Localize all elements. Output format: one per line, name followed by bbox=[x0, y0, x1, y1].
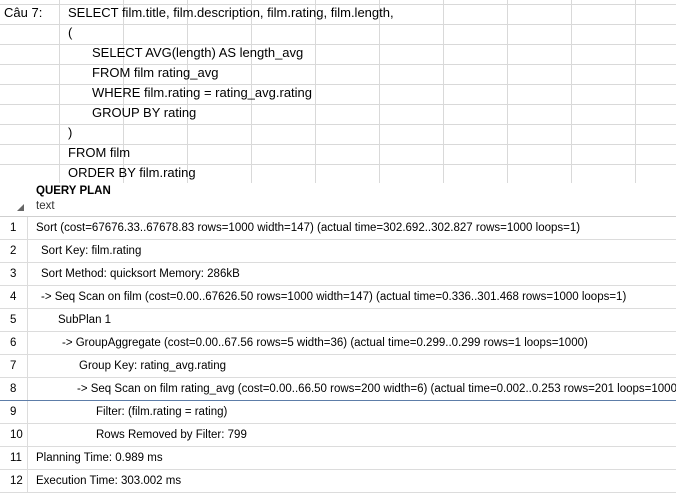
sort-corner-icon[interactable] bbox=[17, 204, 24, 211]
row-text: Sort (cost=67676.33..67678.83 rows=1000 … bbox=[36, 222, 581, 234]
sql-line-4[interactable]: FROM film rating_avg bbox=[92, 65, 219, 80]
table-row[interactable]: 4 -> Seq Scan on film (cost=0.00..67626.… bbox=[0, 286, 676, 309]
row-number: 1 bbox=[0, 217, 28, 239]
row-text: Group Key: rating_avg.rating bbox=[79, 360, 227, 372]
table-row[interactable]: 6 -> GroupAggregate (cost=0.00..67.56 ro… bbox=[0, 332, 676, 355]
row-number: 9 bbox=[0, 401, 28, 423]
sql-line-3[interactable]: SELECT AVG(length) AS length_avg bbox=[92, 45, 304, 60]
column-type: text bbox=[36, 200, 55, 212]
plan-rows: 1 Sort (cost=67676.33..67678.83 rows=100… bbox=[0, 217, 676, 493]
row-text: Execution Time: 303.002 ms bbox=[36, 475, 182, 487]
table-row[interactable]: 5 SubPlan 1 bbox=[0, 309, 676, 332]
column-divider bbox=[59, 0, 60, 183]
sql-line-1[interactable]: SELECT film.title, film.description, fil… bbox=[68, 5, 394, 20]
table-row[interactable]: 1 Sort (cost=67676.33..67678.83 rows=100… bbox=[0, 217, 676, 240]
row-text: Filter: (film.rating = rating) bbox=[96, 406, 228, 418]
table-row[interactable]: 10 Rows Removed by Filter: 799 bbox=[0, 424, 676, 447]
row-number: 10 bbox=[0, 424, 28, 446]
row-number: 4 bbox=[0, 286, 28, 308]
table-row[interactable]: 12 Execution Time: 303.002 ms bbox=[0, 470, 676, 493]
row-text: Rows Removed by Filter: 799 bbox=[96, 429, 247, 441]
sql-line-8[interactable]: FROM film bbox=[68, 145, 131, 160]
table-row[interactable]: 2 Sort Key: film.rating bbox=[0, 240, 676, 263]
spreadsheet-grid[interactable]: Câu 7: SELECT film.title, film.descripti… bbox=[0, 0, 676, 183]
row-text: -> Seq Scan on film (cost=0.00..67626.50… bbox=[41, 291, 627, 303]
table-row[interactable]: 3 Sort Method: quicksort Memory: 286kB bbox=[0, 263, 676, 286]
row-number: 5 bbox=[0, 309, 28, 331]
column-title: QUERY PLAN bbox=[36, 185, 111, 197]
row-text: Sort Method: quicksort Memory: 286kB bbox=[41, 268, 240, 280]
sql-line-6[interactable]: GROUP BY rating bbox=[92, 105, 197, 120]
row-number: 12 bbox=[0, 470, 28, 492]
row-number: 6 bbox=[0, 332, 28, 354]
row-text: -> Seq Scan on film rating_avg (cost=0.0… bbox=[77, 383, 676, 395]
query-plan-grid: QUERY PLAN text 1 Sort (cost=67676.33..6… bbox=[0, 183, 676, 494]
row-text: -> GroupAggregate (cost=0.00..67.56 rows… bbox=[62, 337, 588, 349]
question-label[interactable]: Câu 7: bbox=[4, 5, 43, 20]
row-number: 8 bbox=[0, 378, 28, 400]
sql-line-9[interactable]: ORDER BY film.rating bbox=[68, 165, 196, 180]
row-number: 2 bbox=[0, 240, 28, 262]
row-number: 3 bbox=[0, 263, 28, 285]
query-plan-column-header[interactable]: QUERY PLAN text bbox=[0, 183, 676, 217]
row-number: 7 bbox=[0, 355, 28, 377]
table-row[interactable]: 11 Planning Time: 0.989 ms bbox=[0, 447, 676, 470]
table-row[interactable]: 7 Group Key: rating_avg.rating bbox=[0, 355, 676, 378]
sql-line-7[interactable]: ) bbox=[68, 125, 73, 140]
row-text: Sort Key: film.rating bbox=[41, 245, 142, 257]
row-number: 11 bbox=[0, 447, 28, 469]
row-text: Planning Time: 0.989 ms bbox=[36, 452, 163, 464]
sql-line-2[interactable]: ( bbox=[68, 25, 73, 40]
sql-line-5[interactable]: WHERE film.rating = rating_avg.rating bbox=[92, 85, 313, 100]
row-text: SubPlan 1 bbox=[58, 314, 112, 326]
table-row[interactable]: 8 -> Seq Scan on film rating_avg (cost=0… bbox=[0, 378, 676, 401]
table-row-selected[interactable]: 9 Filter: (film.rating = rating) bbox=[0, 401, 676, 424]
